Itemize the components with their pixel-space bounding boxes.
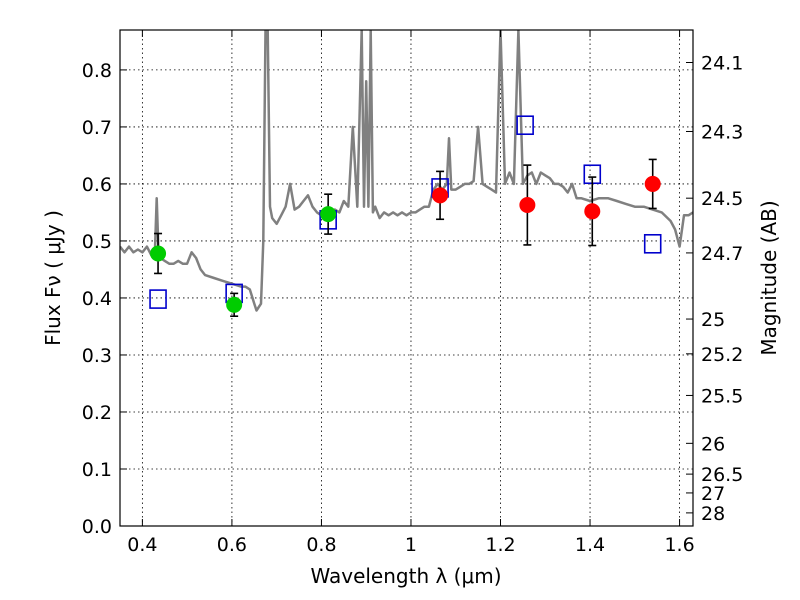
model-photometry-square [516,115,534,136]
x-tick-label: 0.8 [306,534,336,556]
y-tick-label: 0.2 [82,402,112,424]
right-tick-label: 27 [701,483,725,505]
x-tick-label: 0.4 [127,534,157,556]
model-photometry-square [643,233,662,254]
x-tick-label: 1.6 [664,534,694,556]
observed-flux-point [150,245,167,262]
right-tick-label: 25.2 [701,344,743,366]
right-tick-label: 24.3 [701,121,743,143]
y-axis-right-label: Magnitude (AB) [757,200,781,355]
model-sed-line [120,30,693,312]
right-tick-label: 28 [701,503,725,525]
y-tick-label: 0.6 [82,174,112,196]
observed-flux-point [432,187,449,204]
y-tick-label: 0.1 [82,459,112,481]
axes-ticks: 0.4 0.6 0.8 1 1.2 1.4 1.6 0.0 0.1 0.2 0.3 0.4 0.5 0.6… [82,30,743,556]
observed-flux-point [226,296,243,313]
observed-flux-point [320,206,337,223]
x-tick-label: 0.6 [217,534,247,556]
y-axis-label: Flux Fν ( μJy ) [41,210,65,346]
y-tick-label: 0.4 [82,288,112,310]
x-tick-label: 1 [405,534,417,556]
right-tick-label: 24.7 [701,243,743,265]
right-tick-label: 26.5 [701,464,743,486]
observed-flux-point [644,175,661,192]
observed-flux-point [584,203,601,220]
right-tick-label: 25.5 [701,385,743,407]
right-tick-label: 25 [701,309,725,331]
y-tick-label: 0.7 [82,117,112,139]
plot-frame [119,29,694,527]
y-tick-label: 0.3 [82,345,112,367]
right-tick-label: 24.1 [701,52,743,74]
x-tick-label: 1.4 [575,534,605,556]
observed-flux-point [519,197,536,214]
plot-area [120,30,693,317]
x-axis-label: Wavelength λ (μm) [310,564,501,588]
y-tick-label: 0.8 [82,60,112,82]
y-tick-label: 0.5 [82,231,112,253]
right-tick-label: 24.5 [701,188,743,210]
model-photometry-square [149,289,167,309]
right-tick-label: 26 [701,433,725,455]
x-tick-label: 1.2 [485,534,515,556]
y-tick-label: 0.0 [82,516,112,538]
